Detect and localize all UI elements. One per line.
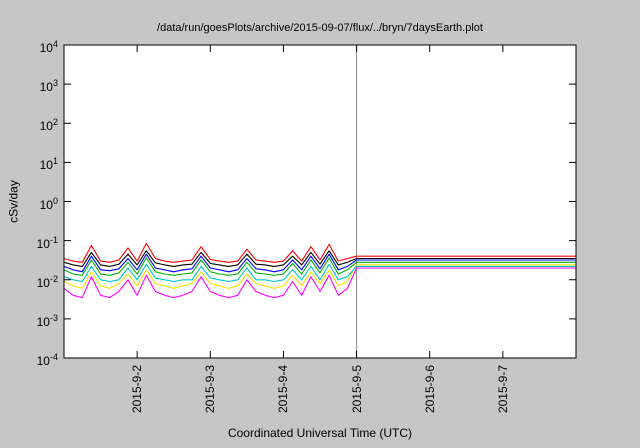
plot-area [64, 45, 576, 358]
y-tick-label: 10-2 [36, 273, 58, 290]
x-tick-label: 2015-9-5 [349, 365, 364, 414]
x-axis-label: Coordinated Universal Time (UTC) [227, 426, 413, 440]
y-tick-label: 100 [39, 195, 58, 212]
series-cyan-line [63, 263, 576, 283]
series-black-line [63, 250, 576, 267]
series-red-line [63, 242, 576, 263]
y-tick-label: 101 [39, 156, 58, 173]
series-yellow-line [63, 264, 576, 289]
y-tick-label: 10-3 [36, 312, 58, 329]
x-tick-label: 2015-9-7 [495, 365, 510, 414]
plot-title: /data/run/goesPlots/archive/2015-09-07/f… [157, 22, 483, 34]
y-tick-label: 103 [39, 78, 58, 95]
x-tick-label: 2015-9-6 [422, 365, 437, 414]
series-blue-line [63, 253, 576, 273]
x-tick-label: 2015-9-2 [130, 365, 145, 414]
x-tick-label: 2015-9-3 [203, 365, 218, 414]
y-tick-label: 10-1 [36, 234, 58, 251]
y-tick-label: 104 [39, 39, 58, 55]
series-green-line [63, 257, 576, 276]
x-tick-label: 2015-9-4 [276, 365, 291, 414]
series-magenta-line [63, 267, 576, 299]
y-tick-label: 10-4 [36, 352, 58, 368]
y-tick-label: 102 [39, 117, 58, 134]
